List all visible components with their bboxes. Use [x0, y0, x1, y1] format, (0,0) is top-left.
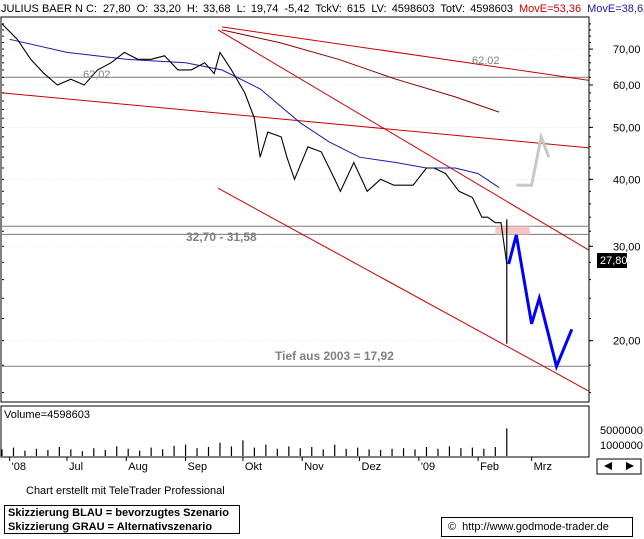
x-tick-label: Jul	[69, 461, 83, 473]
open-value: 33,20	[153, 3, 181, 15]
x-tick-label: Dez	[362, 461, 382, 473]
x-tick-label: Sep	[188, 461, 208, 473]
tickvol-value: 615	[347, 3, 365, 15]
moving-average-blue	[9, 38, 500, 189]
x-tick-label: Nov	[304, 461, 324, 473]
x-tick-label: Aug	[128, 461, 148, 473]
change-value: -5,42	[284, 3, 309, 15]
scenario-legend: Skizzierung BLAU = bevorzugtes Szenario …	[4, 505, 240, 534]
x-tick-label: Okt	[245, 461, 262, 473]
y-tick-label: 20,00	[613, 336, 641, 348]
scenario-grey-path	[516, 131, 551, 187]
x-tick-label: '08	[12, 461, 26, 473]
volume-panel: Volume=4598603 5000000 1000000	[0, 405, 643, 458]
volume-panel-frame	[0, 405, 590, 458]
close-value: 27,80	[103, 3, 131, 15]
instrument-name: JULIUS BAER N C:	[1, 3, 97, 15]
trendline	[221, 26, 590, 81]
volume-tick-1m: 1000000	[600, 440, 643, 452]
level-62-left-label: 62,02	[83, 69, 111, 81]
level-62-right-label: 62,02	[472, 55, 500, 67]
low-2003-label: Tief aus 2003 = 17,92	[275, 349, 394, 363]
high-value: 33,68	[203, 3, 231, 15]
legend-grey: Skizzierung GRAU = Alternativszenario	[8, 521, 213, 533]
x-tick-label: '09	[421, 461, 435, 473]
volume-label: Volume=4598603	[4, 409, 90, 421]
trendline	[217, 187, 590, 392]
support-label: 32,70 - 31,58	[186, 230, 257, 244]
price-tag-value: 27,80	[600, 255, 628, 267]
ma-red-value: MovE=53,36	[519, 3, 581, 15]
copyright-icon: ©	[448, 521, 457, 533]
date-axis: '08 Jul Aug Sep Okt Nov Dez '09 Feb Mrz	[1, 456, 589, 473]
y-tick-label: 40,00	[613, 174, 641, 186]
moving-average-red	[221, 29, 500, 113]
chart-header: JULIUS BAER N C: 27,80 O: 33,20 H: 33,68…	[1, 3, 644, 15]
price-tag: 27,80	[597, 253, 628, 268]
legend-blue: Skizzierung BLAU = bevorzugtes Szenario	[8, 507, 229, 519]
y-tick-label: 30,00	[613, 241, 641, 253]
lastvol-value: 4598603	[392, 3, 435, 15]
low-value: 19,74	[251, 3, 279, 15]
created-with-note: Chart erstellt mit TeleTrader Profession…	[26, 485, 225, 497]
ma-blue-value: MovE=38,62	[587, 3, 644, 15]
trendline	[1, 92, 590, 149]
volume-tick-5m: 5000000	[600, 425, 643, 437]
y-tick-label: 50,00	[613, 122, 641, 134]
source-url[interactable]: http://www.godmode-trader.de	[462, 521, 609, 533]
scenario-blue-path	[507, 234, 574, 372]
support-zone	[495, 226, 530, 235]
y-tick-label: 70,00	[613, 44, 641, 56]
price-panel: 62,02 62,02 32,70 - 31,58 Tief aus 2003 …	[0, 16, 590, 403]
price-series	[1, 23, 508, 265]
x-tick-label: Mrz	[534, 461, 552, 473]
y-tick-label: 60,00	[613, 80, 641, 92]
price-axis: 70,00 60,00 50,00 40,00 30,00 20,00	[2, 23, 641, 394]
x-tick-label: Feb	[480, 461, 499, 473]
source-url-box[interactable]: © http://www.godmode-trader.de	[441, 517, 633, 537]
resize-grip-icon[interactable]	[596, 458, 642, 475]
trendline	[217, 29, 590, 251]
totvol-value: 4598603	[470, 3, 513, 15]
